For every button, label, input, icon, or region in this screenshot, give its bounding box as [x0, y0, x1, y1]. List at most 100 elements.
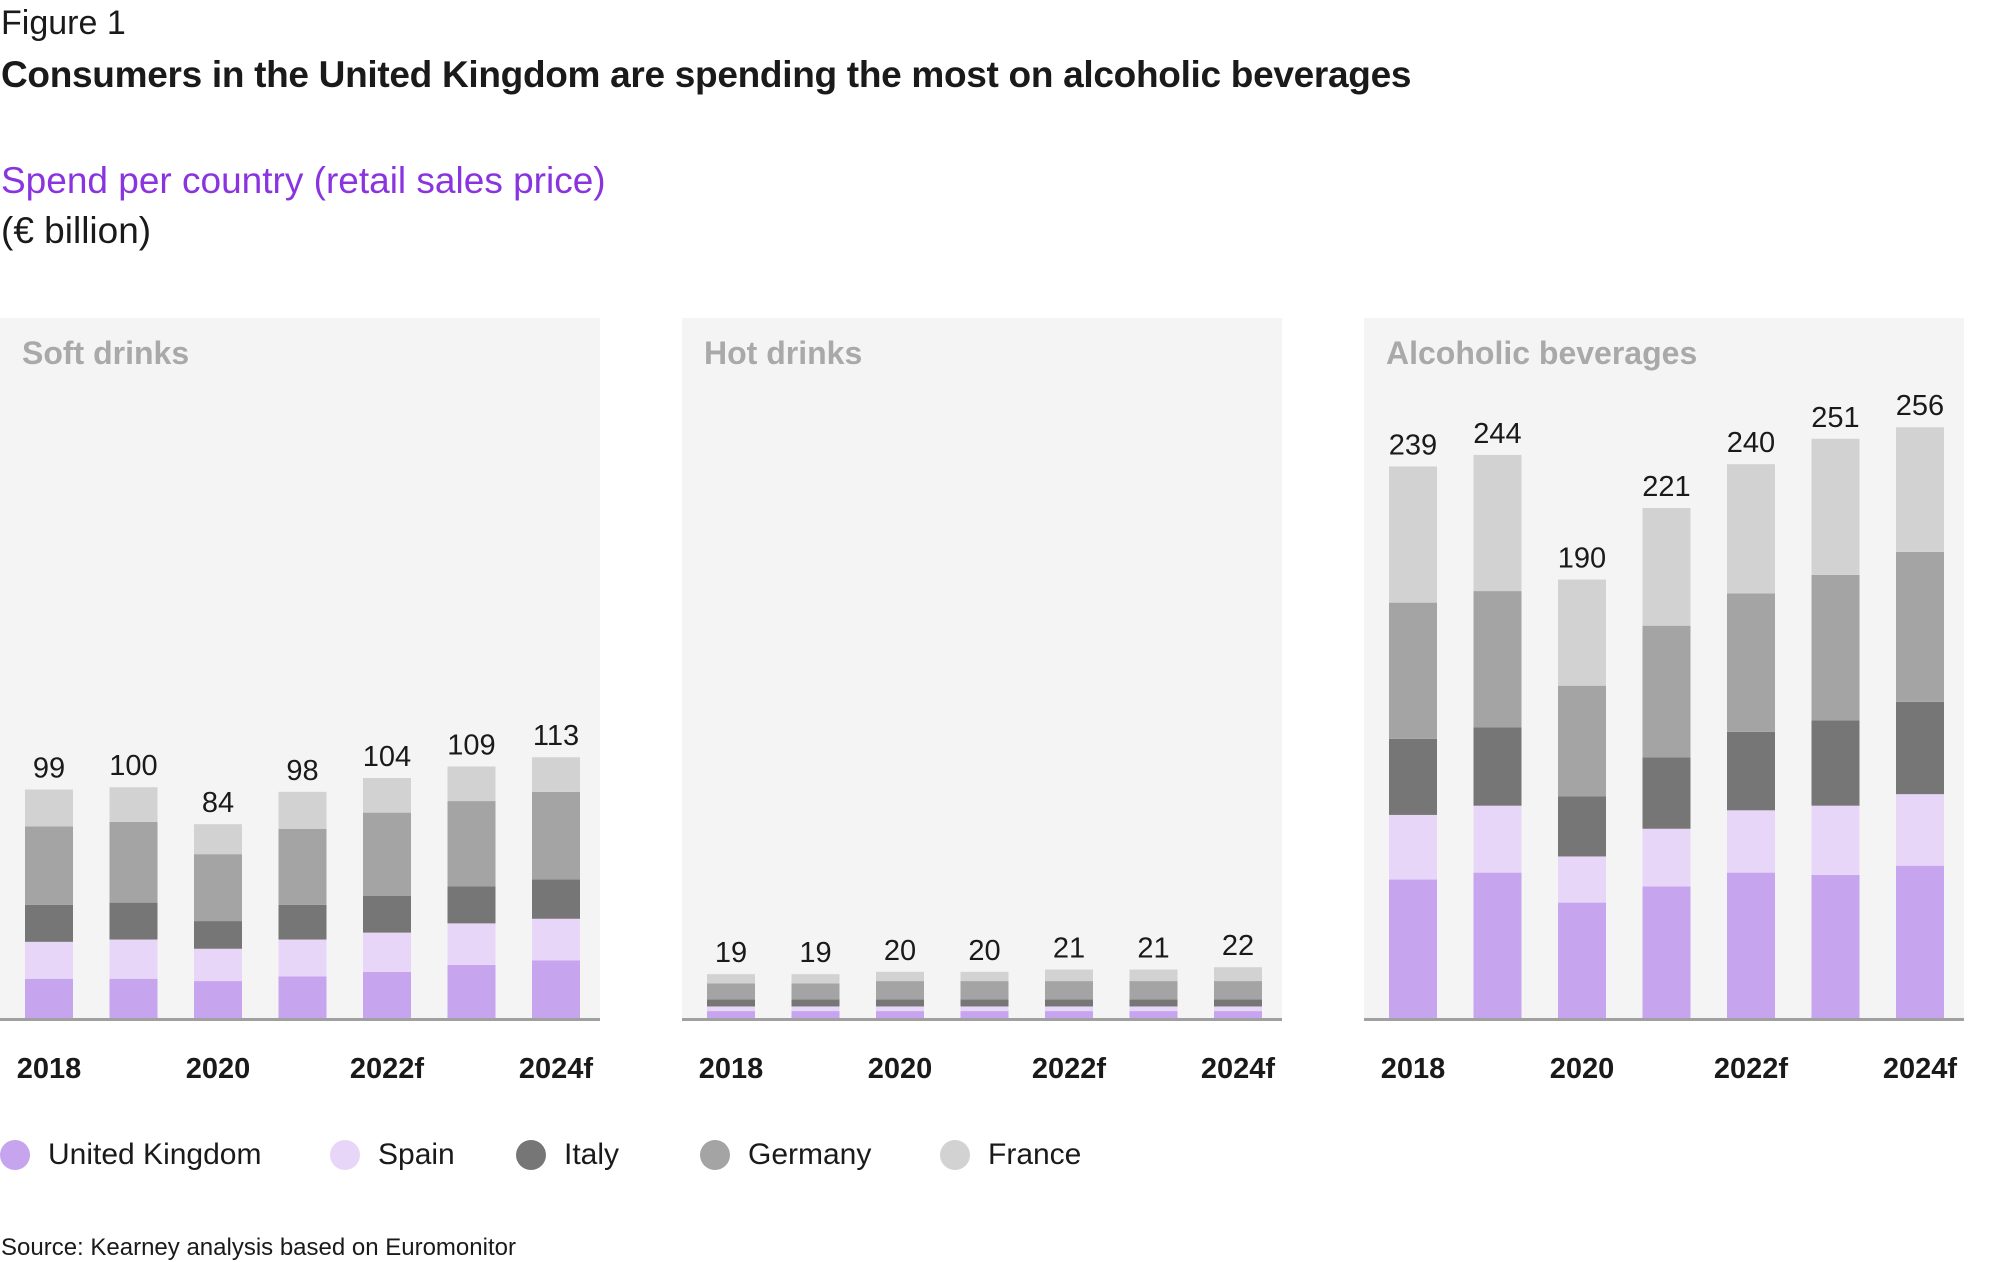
bar-total-label: 251: [1811, 402, 1859, 434]
bar-segment-france-2021: [1642, 508, 1691, 626]
bar-segment-france-2018: [707, 974, 755, 984]
bar-segment-germany-2021: [278, 828, 327, 905]
bar-segment-spain-2019: [791, 1006, 840, 1012]
bar-segment-germany-2024f: [1214, 981, 1262, 1000]
bar-segment-france-2024f: [1214, 967, 1262, 982]
bar-segment-united-kingdom-2022f: [1727, 872, 1775, 1018]
bar-segment-italy-2023f: [447, 886, 496, 924]
legend-label: Germany: [748, 1138, 872, 1171]
unit-label: (€ billion): [1, 210, 152, 251]
bar-segment-germany-2024f: [1896, 551, 1944, 702]
x-tick-label: 2018: [17, 1053, 82, 1085]
chart-panel-soft-drinks: Soft drinks 99 2018 100 84 2020 98 104 2022f 109 1…: [0, 318, 600, 1085]
bar-total-label: 20: [968, 935, 1000, 967]
bar-segment-spain-2023f: [1811, 805, 1860, 875]
bar-segment-spain-2021: [960, 1006, 1009, 1012]
legend-label: United Kingdom: [48, 1138, 262, 1171]
bar-segment-france-2022f: [1045, 969, 1093, 982]
bar-segment-italy-2024f: [1214, 999, 1262, 1007]
bar-segment-france-2023f: [1811, 438, 1860, 575]
bar-segment-germany-2021: [1642, 625, 1691, 758]
bar-segment-spain-2019: [109, 939, 158, 979]
panel-title: Alcoholic beverages: [1386, 335, 1697, 371]
bar-segment-united-kingdom-2023f: [1129, 1011, 1178, 1018]
bar-total-label: 104: [363, 741, 411, 773]
bar-total-label: 21: [1137, 933, 1169, 965]
bar-total-label: 256: [1896, 390, 1944, 422]
bar-segment-spain-2024f: [1896, 794, 1944, 866]
bar-segment-united-kingdom-2022f: [363, 971, 411, 1018]
bar-total-label: 109: [447, 729, 495, 761]
bar-segment-united-kingdom-2018: [707, 1011, 755, 1018]
legend-swatch: [700, 1140, 730, 1170]
bar-segment-spain-2021: [1642, 828, 1691, 887]
bar-segment-france-2020: [1558, 579, 1606, 686]
bar-segment-germany-2020: [1558, 685, 1606, 797]
bar-segment-spain-2023f: [447, 923, 496, 965]
bar-segment-germany-2024f: [532, 791, 580, 880]
x-tick-label: 2024f: [1201, 1053, 1276, 1085]
bar-segment-france-2022f: [1727, 464, 1775, 594]
bar-segment-united-kingdom-2024f: [1896, 865, 1944, 1018]
bar-segment-france-2023f: [447, 766, 496, 802]
x-tick-label: 2024f: [519, 1053, 594, 1085]
bar-segment-france-2024f: [532, 757, 580, 792]
bar-segment-germany-2023f: [1129, 981, 1178, 1000]
bar-segment-italy-2022f: [1045, 999, 1093, 1007]
bar-segment-germany-2018: [707, 983, 755, 1000]
bar-segment-italy-2019: [109, 902, 158, 940]
legend-swatch: [516, 1140, 546, 1170]
legend-item-spain: Spain: [330, 1130, 455, 1180]
bar-segment-germany-2019: [791, 983, 840, 1000]
bar-segment-germany-2018: [1389, 602, 1437, 739]
legend-item-france: France: [940, 1130, 1081, 1180]
bar-segment-italy-2020: [1558, 796, 1606, 857]
bar-segment-spain-2020: [1558, 856, 1606, 903]
bar-segment-italy-2022f: [363, 895, 411, 933]
legend-item-germany: Germany: [700, 1130, 871, 1180]
bar-segment-united-kingdom-2018: [25, 978, 73, 1018]
bar-segment-spain-2018: [25, 941, 73, 979]
chart-title: Consumers in the United Kingdom are spen…: [1, 54, 1412, 95]
bar-total-label: 22: [1222, 930, 1254, 962]
bar-segment-france-2021: [960, 971, 1009, 982]
bar-total-label: 100: [109, 750, 157, 782]
x-tick-label: 2024f: [1883, 1053, 1958, 1085]
bar-segment-united-kingdom-2021: [960, 1011, 1009, 1018]
bar-total-label: 20: [884, 935, 916, 967]
bar-segment-germany-2022f: [363, 812, 411, 896]
bar-segment-united-kingdom-2020: [1558, 902, 1606, 1018]
bar-segment-germany-2020: [876, 981, 924, 1000]
bar-segment-germany-2023f: [447, 801, 496, 887]
legend-swatch: [940, 1140, 970, 1170]
x-tick-label: 2022f: [350, 1053, 425, 1085]
bar-segment-italy-2019: [1473, 727, 1522, 806]
bar-segment-germany-2022f: [1727, 593, 1775, 732]
x-tick-label: 2022f: [1714, 1053, 1789, 1085]
bar-segment-italy-2021: [960, 999, 1009, 1007]
x-tick-label: 2022f: [1032, 1053, 1107, 1085]
legend-item-italy: Italy: [516, 1130, 619, 1180]
bar-segment-france-2019: [791, 974, 840, 984]
x-tick-label: 2018: [699, 1053, 764, 1085]
bar-total-label: 19: [799, 937, 831, 969]
figure-label: Figure 1: [1, 4, 126, 42]
bar-segment-spain-2018: [707, 1006, 755, 1012]
bar-segment-france-2024f: [1896, 427, 1944, 552]
bar-segment-spain-2021: [278, 939, 327, 977]
bar-segment-germany-2023f: [1811, 574, 1860, 721]
bar-segment-germany-2018: [25, 826, 73, 905]
bar-total-label: 221: [1642, 471, 1690, 503]
bar-total-label: 244: [1473, 418, 1521, 450]
bar-segment-spain-2020: [876, 1006, 924, 1012]
bar-total-label: 240: [1727, 427, 1775, 459]
bar-segment-united-kingdom-2019: [109, 978, 158, 1018]
bar-segment-germany-2019: [109, 821, 158, 903]
bar-total-label: 98: [286, 755, 318, 787]
panel-title: Hot drinks: [704, 335, 862, 371]
bar-segment-spain-2022f: [1045, 1006, 1093, 1012]
chart-panel-alcoholic-beverages: Alcoholic beverages 239 2018 244 190 2020 221 2…: [1364, 318, 1964, 1085]
bar-total-label: 239: [1389, 429, 1437, 461]
